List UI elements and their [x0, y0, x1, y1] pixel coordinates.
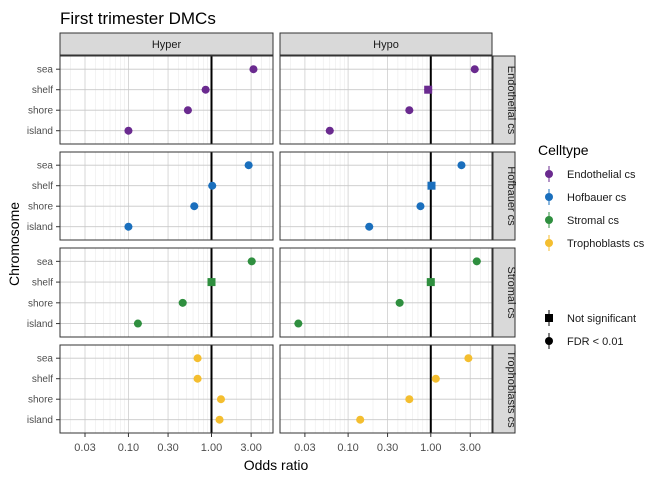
panel-border [59, 247, 274, 338]
panel-border [279, 55, 493, 145]
data-point [193, 374, 202, 383]
x-axis-label: Odds ratio [244, 457, 309, 473]
data-point [431, 374, 440, 383]
x-tick-label: 0.30 [157, 442, 178, 454]
facet-strip-label: Stromal cs [505, 267, 517, 319]
legend-title: Celltype [538, 142, 589, 158]
y-tick-label: island [27, 222, 53, 233]
x-tick-label: 0.03 [294, 442, 315, 454]
data-point [426, 278, 435, 287]
legend-key-point [545, 337, 553, 345]
y-tick-label: shore [28, 106, 53, 117]
facet-strip-label: Trophoblasts cs [505, 350, 517, 428]
panel-border [59, 151, 274, 241]
y-tick-label: shelf [32, 85, 53, 96]
data-point [193, 354, 202, 363]
y-tick-label: sea [37, 65, 54, 76]
facet-strip-row [492, 151, 516, 241]
chart-title: First trimester DMCs [60, 9, 216, 28]
panel-border [59, 344, 274, 434]
x-tick-label: 0.03 [74, 442, 95, 454]
y-tick-label: sea [37, 354, 54, 365]
data-point [190, 202, 199, 211]
data-point [457, 161, 466, 170]
data-point [215, 415, 224, 424]
y-tick-label: island [27, 415, 53, 426]
data-point [124, 222, 133, 231]
y-tick-label: shore [28, 298, 53, 309]
legend-key-point [545, 170, 553, 178]
y-tick-label: shelf [32, 278, 53, 289]
data-point [416, 202, 425, 211]
x-tick-label: 1.00 [201, 442, 222, 454]
facet-grid: Hyper Hypo sea shelf shore island Endothelial … [27, 32, 517, 454]
data-point [216, 395, 225, 404]
y-tick-label: sea [37, 257, 54, 268]
facet-strip-row [492, 247, 516, 338]
y-tick-label: shore [28, 395, 53, 406]
x-tick-label: 0.10 [118, 442, 139, 454]
facet-strip-column [59, 32, 274, 56]
facet-strip-label: Hofbauer cs [505, 166, 517, 226]
data-point [208, 181, 217, 190]
data-point [356, 415, 365, 424]
legend-key-point [545, 239, 553, 247]
panel-border [279, 151, 493, 241]
data-point [365, 222, 374, 231]
data-point [201, 85, 210, 94]
legend-key-point [545, 193, 553, 201]
data-point [405, 106, 414, 115]
data-point [249, 65, 258, 74]
data-point [395, 298, 404, 307]
x-tick-label: 0.10 [337, 442, 358, 454]
facet-strip-row [492, 344, 516, 434]
data-point [247, 257, 256, 266]
legend-label: Stromal cs [567, 215, 619, 227]
y-tick-label: shore [28, 202, 53, 213]
legend-key-point [545, 314, 553, 322]
legend-label: Trophoblasts cs [567, 238, 645, 250]
data-point [294, 319, 303, 328]
y-tick-label: island [27, 126, 53, 137]
facet-strip-row [492, 55, 516, 145]
x-tick-label: 3.00 [240, 442, 261, 454]
facet-strip-label: Hypo [373, 39, 399, 51]
panel-border [279, 344, 493, 434]
data-point [427, 181, 436, 190]
x-tick-label: 1.00 [420, 442, 441, 454]
data-point [178, 298, 187, 307]
y-tick-label: shelf [32, 374, 53, 385]
data-point [464, 354, 473, 363]
data-point [325, 126, 334, 135]
y-axis-label: Chromosome [6, 202, 22, 286]
data-point [244, 161, 253, 170]
legend: Celltype Endothelial cs Hofbauer cs Stromal… [538, 142, 645, 349]
facet-strip-column [279, 32, 493, 56]
data-point [472, 257, 481, 266]
data-point [405, 395, 414, 404]
panel-border [59, 55, 274, 145]
legend-label: Hofbauer cs [567, 192, 627, 204]
data-point [124, 126, 133, 135]
legend-label: Endothelial cs [567, 169, 636, 181]
facet-strip-label: Endothelial cs [505, 66, 517, 135]
legend-key-point [545, 216, 553, 224]
data-point [207, 278, 216, 287]
data-point [424, 85, 433, 94]
y-tick-label: island [27, 319, 53, 330]
y-tick-label: shelf [32, 181, 53, 192]
panel-border [279, 247, 493, 338]
legend-label: Not significant [567, 313, 636, 325]
y-tick-label: sea [37, 161, 54, 172]
x-tick-label: 3.00 [460, 442, 481, 454]
data-point [470, 65, 479, 74]
x-tick-label: 0.30 [377, 442, 398, 454]
data-point [183, 106, 192, 115]
legend-label: FDR < 0.01 [567, 336, 624, 348]
facet-strip-label: Hyper [152, 39, 182, 51]
data-point [133, 319, 142, 328]
